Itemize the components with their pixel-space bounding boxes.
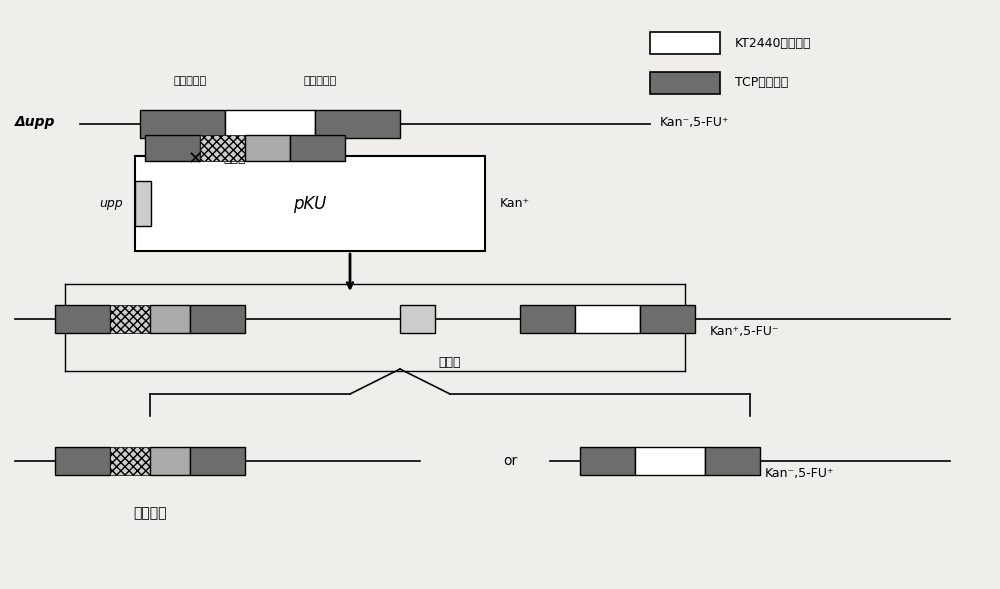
FancyBboxPatch shape — [520, 305, 575, 333]
Text: 双交换: 双交换 — [439, 356, 461, 369]
FancyBboxPatch shape — [145, 135, 200, 161]
Bar — [110, 305, 150, 333]
FancyBboxPatch shape — [635, 447, 705, 475]
FancyBboxPatch shape — [650, 32, 720, 54]
FancyBboxPatch shape — [650, 72, 720, 94]
Text: TCP降解基因: TCP降解基因 — [735, 77, 788, 90]
Text: 上游同源臂: 上游同源臂 — [173, 76, 207, 86]
Text: Kan⁺: Kan⁺ — [500, 197, 530, 210]
FancyBboxPatch shape — [705, 447, 760, 475]
Text: Kan⁻,5-FU⁺: Kan⁻,5-FU⁺ — [765, 466, 834, 479]
FancyBboxPatch shape — [150, 447, 190, 475]
FancyBboxPatch shape — [315, 110, 400, 138]
FancyBboxPatch shape — [225, 110, 315, 138]
Text: 单交换: 单交换 — [223, 151, 246, 164]
FancyBboxPatch shape — [55, 447, 110, 475]
FancyBboxPatch shape — [135, 156, 485, 251]
Text: upp: upp — [99, 197, 123, 210]
FancyBboxPatch shape — [190, 447, 245, 475]
FancyBboxPatch shape — [190, 305, 245, 333]
FancyBboxPatch shape — [55, 305, 110, 333]
FancyBboxPatch shape — [580, 447, 635, 475]
Text: Δupp: Δupp — [15, 115, 55, 129]
FancyBboxPatch shape — [290, 135, 345, 161]
FancyBboxPatch shape — [135, 181, 151, 226]
FancyBboxPatch shape — [245, 135, 290, 161]
FancyBboxPatch shape — [640, 305, 695, 333]
Text: Kan⁻,5-FU⁺: Kan⁻,5-FU⁺ — [660, 115, 730, 128]
Text: KT2440原有基因: KT2440原有基因 — [735, 37, 812, 49]
Bar — [110, 447, 150, 475]
FancyBboxPatch shape — [400, 305, 435, 333]
Text: or: or — [503, 454, 517, 468]
FancyBboxPatch shape — [140, 110, 225, 138]
Text: 下游同源臂: 下游同源臂 — [303, 76, 337, 86]
Text: ✕: ✕ — [187, 150, 203, 168]
FancyBboxPatch shape — [575, 305, 640, 333]
Text: Kan⁺,5-FU⁻: Kan⁺,5-FU⁻ — [710, 325, 780, 337]
Text: 目的结果: 目的结果 — [133, 506, 167, 520]
FancyBboxPatch shape — [150, 305, 190, 333]
Text: pKU: pKU — [293, 194, 327, 213]
Bar — [200, 135, 245, 161]
